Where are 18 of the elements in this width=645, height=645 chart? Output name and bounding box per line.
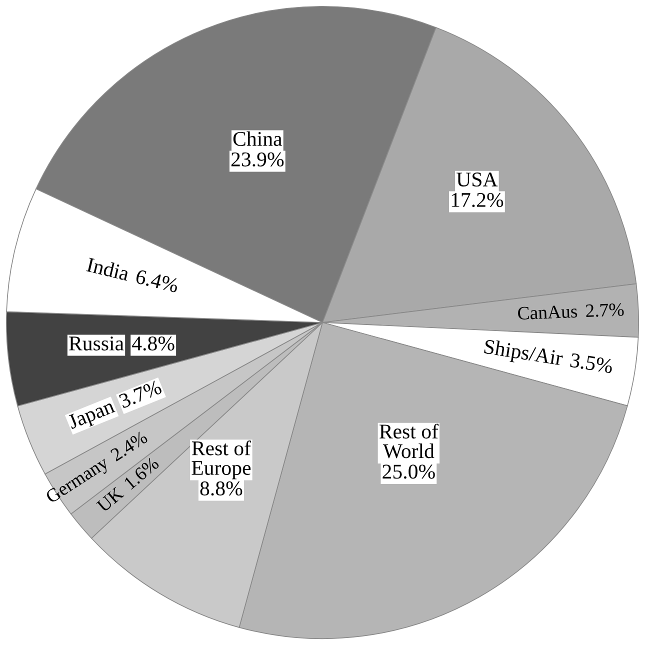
data-label: 2.7% [586, 303, 624, 318]
slice-label: Rest of World [379, 424, 438, 458]
data-label: 17.2% [452, 192, 504, 208]
data-label: 3.7% [118, 380, 162, 408]
data-label: 4.8% [132, 336, 174, 351]
slice-label: Ships/Air [483, 338, 564, 370]
slice-label: USA [456, 172, 498, 187]
slice-label: Russia [69, 336, 124, 351]
slice-label: Japan [66, 402, 116, 430]
data-label: 25.0% [382, 464, 435, 479]
slice-label: Rest of Europe [192, 440, 252, 480]
data-label: 8.8% [200, 481, 242, 496]
slice-label: CanAus [518, 304, 578, 320]
slice-label: India [86, 256, 130, 281]
slice-label: China [233, 131, 282, 146]
data-label: 23.9% [231, 152, 284, 167]
data-label: 6.4% [135, 269, 180, 293]
data-label: 3.5% [570, 353, 614, 374]
